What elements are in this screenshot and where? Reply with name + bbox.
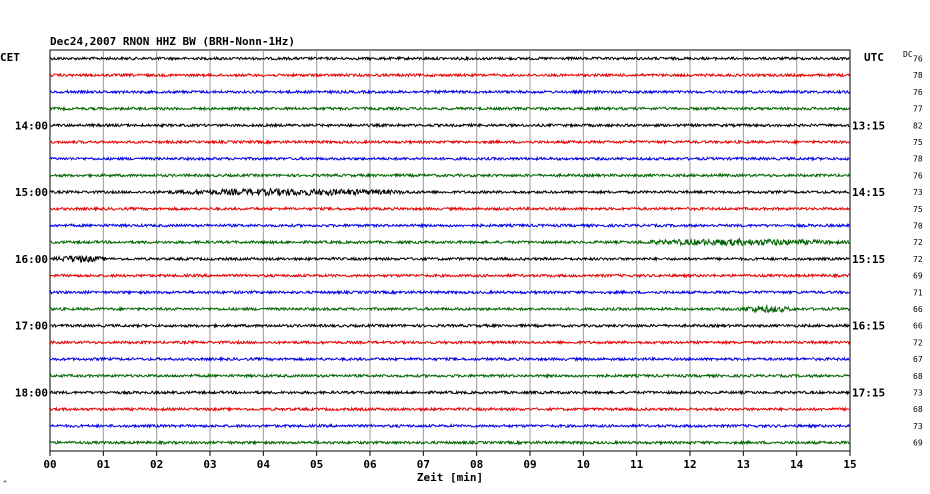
x-tick-label: 07 (417, 458, 430, 471)
trace-line (49, 303, 850, 314)
x-axis-ticks: 00 01 02 03 04 05 06 07 08 09 10 11 12 13 14 15 (43, 451, 857, 471)
dc-value: 72 (913, 238, 923, 247)
left-timezone-label: CET (0, 51, 20, 64)
trace-line (49, 172, 850, 179)
trace-line (49, 72, 850, 79)
dc-value: 67 (913, 355, 923, 364)
x-tick-label: 02 (150, 458, 163, 471)
right-timezone-label: UTC (864, 51, 884, 64)
dc-value: 72 (913, 338, 923, 347)
dc-value: 78 (913, 155, 923, 164)
x-tick-label: 04 (257, 458, 271, 471)
x-tick-label: 13 (737, 458, 750, 471)
trace-line (49, 205, 850, 213)
dc-value: 75 (913, 138, 923, 147)
x-tick-label: 10 (577, 458, 590, 471)
trace-line (49, 122, 850, 129)
dc-value: 73 (913, 389, 923, 398)
x-axis-label: Zeit [min] (417, 471, 483, 484)
trace-line (49, 222, 850, 229)
trace-line (49, 55, 850, 62)
trace-line (49, 389, 850, 396)
right-time-label: 14:15 (852, 186, 885, 199)
dc-value: 82 (913, 121, 923, 130)
x-tick-label: 03 (203, 458, 216, 471)
x-tick-label: 08 (470, 458, 483, 471)
right-time-label: 17:15 (852, 387, 885, 400)
trace-line (49, 356, 850, 363)
dc-value: 76 (913, 55, 923, 64)
dc-value: 75 (913, 205, 923, 214)
x-tick-label: 01 (97, 458, 111, 471)
trace-line (49, 439, 850, 446)
dc-value: 78 (913, 71, 923, 80)
x-tick-label: 12 (683, 458, 696, 471)
x-tick-label: 06 (363, 458, 377, 471)
x-tick-label: 14 (790, 458, 804, 471)
dc-value: 68 (913, 372, 923, 381)
trace-line (49, 139, 850, 145)
dc-value: 69 (913, 272, 923, 281)
x-tick-label: 09 (523, 458, 536, 471)
plot-frame (49, 49, 851, 452)
trace-line (49, 322, 850, 329)
dc-value: 71 (913, 288, 923, 297)
dc-value: 66 (913, 322, 923, 331)
x-tick-label: 00 (43, 458, 56, 471)
left-time-label: 16:00 (15, 253, 48, 266)
trace-line (49, 422, 850, 429)
trace-line (49, 187, 850, 197)
x-tick-label: 11 (630, 458, 644, 471)
left-time-label: 15:00 (15, 186, 48, 199)
trace-line (50, 88, 850, 95)
trace-line (49, 372, 850, 379)
dc-value: 68 (913, 405, 923, 414)
dc-value: 76 (913, 88, 923, 97)
trace-group (49, 55, 850, 446)
trace-line (49, 254, 850, 264)
dc-value: 73 (913, 422, 923, 431)
trace-line (49, 406, 850, 413)
dc-header-label: DC (903, 50, 913, 59)
trace-line (49, 272, 850, 279)
right-time-label: 16:15 (852, 320, 885, 333)
trace-line (49, 289, 850, 296)
row-labels: 76 78 76 77 82 14:00 13:15 75 78 76 73 15:00 14:15 75… (15, 55, 923, 448)
left-time-label: 18:00 (15, 387, 48, 400)
left-time-label: 14:00 (15, 119, 48, 132)
corner-mark: ^ (3, 480, 7, 488)
dc-value: 70 (913, 222, 923, 231)
left-time-label: 17:00 (15, 320, 48, 333)
trace-line (49, 339, 850, 346)
dc-value: 72 (913, 255, 923, 264)
chart-title: Dec24,2007 RNON HHZ BW (BRH-Nonn-1Hz) (50, 35, 295, 48)
dc-value: 69 (913, 439, 923, 448)
right-time-label: 13:15 (852, 119, 885, 132)
trace-line (49, 105, 850, 112)
dc-value: 73 (913, 188, 923, 197)
right-time-label: 15:15 (852, 253, 885, 266)
trace-line (49, 237, 850, 247)
x-tick-label: 15 (843, 458, 856, 471)
dc-value: 77 (913, 105, 923, 114)
dc-value: 66 (913, 305, 923, 314)
x-tick-label: 05 (310, 458, 323, 471)
trace-line (49, 155, 850, 162)
dc-value: 76 (913, 171, 923, 180)
grid-lines (102, 50, 798, 451)
